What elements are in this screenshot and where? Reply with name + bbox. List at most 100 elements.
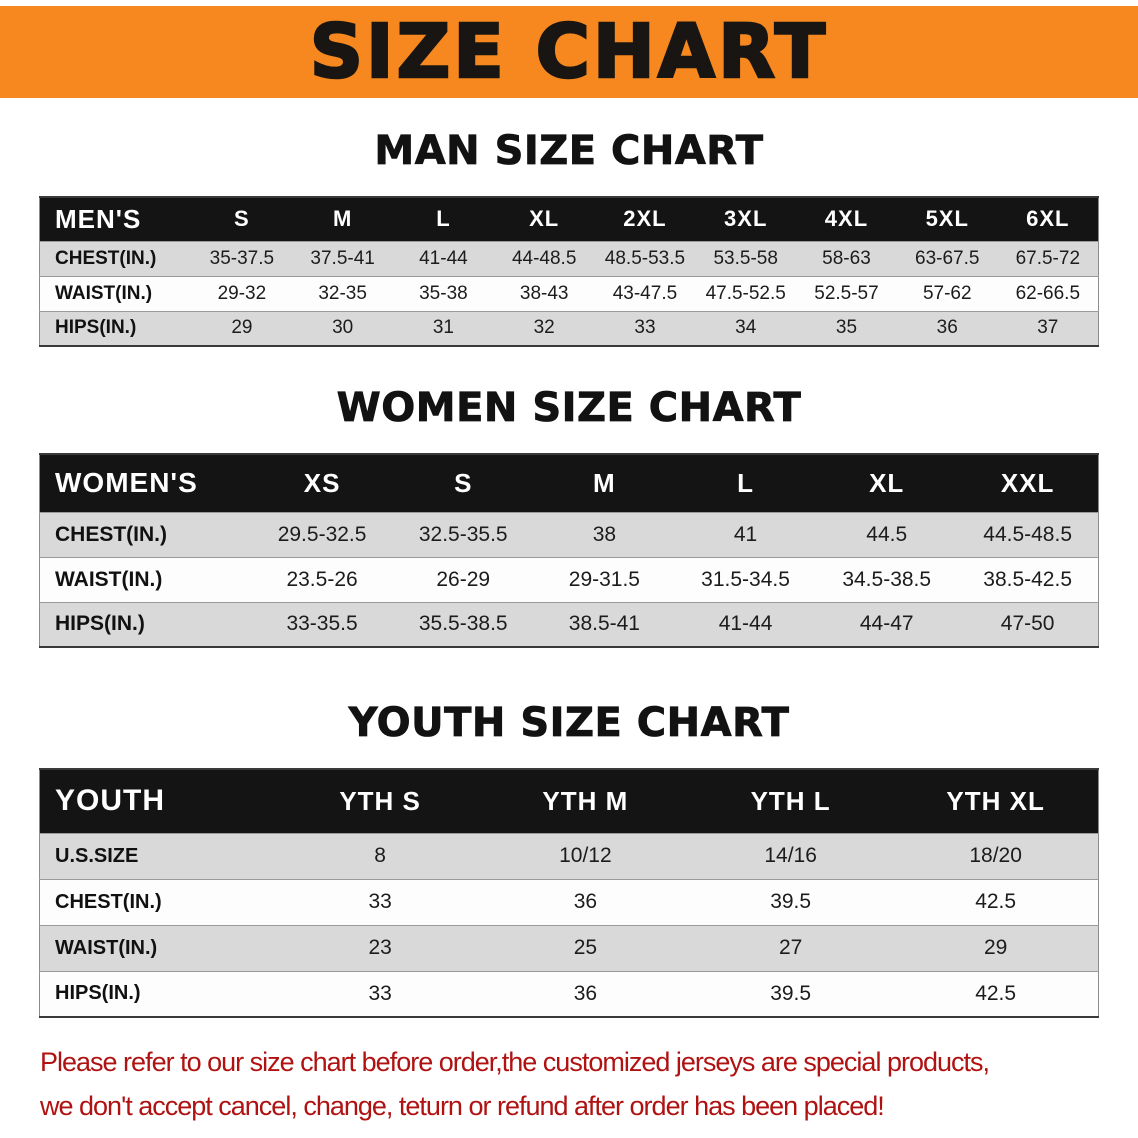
youth-size-header-cell: YTH S — [277, 769, 483, 833]
value-cell: 38.5-42.5 — [957, 556, 1099, 602]
value-cell: 39.5 — [688, 878, 894, 925]
value-cell: 44.5 — [816, 511, 958, 557]
measure-label-cell: CHEST(IN.) — [39, 878, 278, 925]
value-cell: 10/12 — [482, 832, 688, 879]
women-size-header-cell: XL — [816, 454, 958, 512]
value-cell: 44-48.5 — [493, 240, 595, 276]
men-section-heading: MAN SIZE CHART — [374, 128, 764, 175]
value-cell: 25 — [482, 924, 688, 971]
value-cell: 32 — [493, 310, 595, 346]
disclaimer: Please refer to our size chart before or… — [40, 1040, 1138, 1128]
value-cell: 31 — [393, 310, 494, 346]
disclaimer-line-1: Please refer to our size chart before or… — [40, 1047, 990, 1077]
youth-size-header-cell: YTH L — [688, 769, 894, 833]
value-cell: 48.5-53.5 — [594, 240, 696, 276]
value-cell: 37.5-41 — [292, 240, 394, 276]
women-header-row: WOMEN'S XS S M L XL XXL — [39, 454, 1099, 512]
youth-size-chart-section: YOUTH SIZE CHART YOUTH YTH S YTH M YTH L YTH … — [0, 700, 1138, 1018]
value-cell: 33-35.5 — [251, 601, 393, 647]
value-cell: 42.5 — [893, 878, 1099, 925]
value-cell: 53.5-58 — [695, 240, 797, 276]
value-cell: 34 — [695, 310, 797, 346]
youth-size-header-cell: YTH XL — [893, 769, 1099, 833]
value-cell: 8 — [277, 832, 483, 879]
value-cell: 29-31.5 — [533, 556, 675, 602]
value-cell: 23 — [277, 924, 483, 971]
measure-label-cell: CHEST(IN.) — [39, 511, 252, 557]
banner: SIZE CHART — [0, 6, 1138, 98]
value-cell: 44-47 — [816, 601, 958, 647]
value-cell: 39.5 — [688, 970, 894, 1017]
value-cell: 36 — [896, 310, 998, 346]
men-size-header-cell: XL — [493, 197, 595, 241]
value-cell: 35.5-38.5 — [392, 601, 534, 647]
measure-label-cell: CHEST(IN.) — [39, 240, 192, 276]
value-cell: 58-63 — [796, 240, 897, 276]
value-cell: 23.5-26 — [251, 556, 393, 602]
value-cell: 34.5-38.5 — [816, 556, 958, 602]
value-cell: 67.5-72 — [997, 240, 1099, 276]
table-row: CHEST(IN.) 35-37.5 37.5-41 41-44 44-48.5 48.5… — [39, 240, 1099, 276]
table-row: WAIST(IN.) 23 25 27 29 — [39, 924, 1099, 971]
value-cell: 41-44 — [393, 240, 494, 276]
value-cell: 35-38 — [393, 275, 494, 311]
value-cell: 62-66.5 — [997, 275, 1099, 311]
women-size-header-cell: XXL — [957, 454, 1099, 512]
men-size-header-cell: 3XL — [695, 197, 797, 241]
table-row: WAIST(IN.) 23.5-26 26-29 29-31.5 31.5-34.5 34… — [39, 556, 1099, 602]
men-size-header-cell: M — [292, 197, 394, 241]
value-cell: 33 — [277, 970, 483, 1017]
value-cell: 37 — [997, 310, 1099, 346]
men-size-table: MEN'S S M L XL 2XL 3XL 4XL 5XL 6XL CHEST(IN.) 35-37… — [39, 196, 1099, 347]
value-cell: 32.5-35.5 — [392, 511, 534, 557]
men-size-header-cell: L — [393, 197, 494, 241]
value-cell: 38 — [533, 511, 675, 557]
table-row: HIPS(IN.) 29 30 31 32 33 34 35 36 37 — [39, 310, 1099, 346]
value-cell: 43-47.5 — [594, 275, 696, 311]
measure-label-cell: WAIST(IN.) — [39, 275, 192, 311]
table-row: U.S.SIZE 8 10/12 14/16 18/20 — [39, 832, 1099, 879]
value-cell: 33 — [277, 878, 483, 925]
men-size-chart-section: MAN SIZE CHART MEN'S S M L XL 2XL 3XL 4XL 5XL 6XL C… — [0, 128, 1138, 347]
youth-size-table: YOUTH YTH S YTH M YTH L YTH XL U.S.SIZE 8 10/12… — [39, 768, 1099, 1018]
measure-label-cell: HIPS(IN.) — [39, 970, 278, 1017]
men-size-header-cell: 6XL — [997, 197, 1099, 241]
size-chart-sections: MAN SIZE CHART MEN'S S M L XL 2XL 3XL 4XL 5XL 6XL C… — [0, 128, 1138, 1018]
value-cell: 33 — [594, 310, 696, 346]
value-cell: 41 — [674, 511, 817, 557]
youth-size-header-cell: YTH M — [482, 769, 688, 833]
women-section-heading: WOMEN SIZE CHART — [336, 385, 802, 432]
measure-label-cell: WAIST(IN.) — [39, 556, 252, 602]
youth-group-label-cell: YOUTH — [39, 769, 278, 833]
value-cell: 57-62 — [896, 275, 998, 311]
women-group-label-cell: WOMEN'S — [39, 454, 252, 512]
measure-label-cell: HIPS(IN.) — [39, 601, 252, 647]
value-cell: 18/20 — [893, 832, 1099, 879]
men-size-header-cell: 2XL — [594, 197, 696, 241]
women-size-header-cell: S — [392, 454, 534, 512]
value-cell: 44.5-48.5 — [957, 511, 1099, 557]
value-cell: 38-43 — [493, 275, 595, 311]
value-cell: 36 — [482, 970, 688, 1017]
value-cell: 29 — [191, 310, 293, 346]
value-cell: 29-32 — [191, 275, 293, 311]
value-cell: 47-50 — [957, 601, 1099, 647]
value-cell: 35 — [796, 310, 897, 346]
value-cell: 42.5 — [893, 970, 1099, 1017]
table-row: CHEST(IN.) 33 36 39.5 42.5 — [39, 878, 1099, 925]
value-cell: 26-29 — [392, 556, 534, 602]
men-group-label-cell: MEN'S — [39, 197, 192, 241]
value-cell: 38.5-41 — [533, 601, 675, 647]
value-cell: 63-67.5 — [896, 240, 998, 276]
disclaimer-line-2: we don't accept cancel, change, teturn o… — [40, 1091, 885, 1121]
value-cell: 27 — [688, 924, 894, 971]
women-size-table: WOMEN'S XS S M L XL XXL CHEST(IN.) 29.5-32.5 32.5… — [39, 453, 1099, 648]
table-row: CHEST(IN.) 29.5-32.5 32.5-35.5 38 41 44.5 44.5… — [39, 511, 1099, 557]
value-cell: 29.5-32.5 — [251, 511, 393, 557]
men-header-row: MEN'S S M L XL 2XL 3XL 4XL 5XL 6XL — [39, 197, 1099, 241]
value-cell: 41-44 — [674, 601, 817, 647]
youth-header-row: YOUTH YTH S YTH M YTH L YTH XL — [39, 769, 1099, 833]
table-row: HIPS(IN.) 33 36 39.5 42.5 — [39, 970, 1099, 1017]
value-cell: 52.5-57 — [796, 275, 897, 311]
measure-label-cell: WAIST(IN.) — [39, 924, 278, 971]
